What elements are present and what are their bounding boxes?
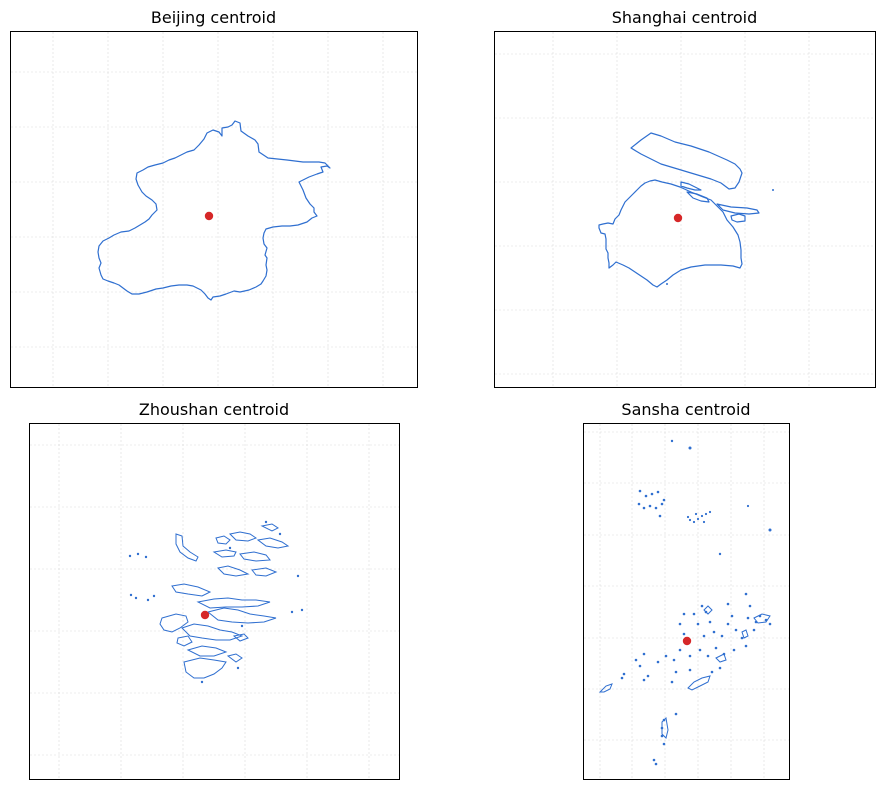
sansha-gridlines [584,424,789,779]
changxing-island-boundary [680,181,702,191]
zhoushan-gridlines [30,424,399,779]
shanghai-gridlines [495,32,875,387]
beijing-map-panel [10,31,418,388]
shanghai-map [495,32,875,387]
beijing-centroid-marker [204,211,214,221]
small-islet-boundary [730,213,746,223]
shanghai-mainland-boundary [598,179,743,288]
shanghai-centroid-marker [673,213,683,223]
beijing-boundary [97,120,331,301]
shanghai-map-panel [494,31,876,388]
sansha-panel-title: Sansha centroid [621,400,751,419]
zhoushan-map [30,424,399,779]
hengsha-island-boundary [686,191,710,203]
shanghai-panel-title: Shanghai centroid [611,8,758,27]
zhoushan-map-panel [29,423,400,780]
sansha-centroid-marker [682,636,692,646]
beijing-gridlines [11,32,417,387]
beijing-panel-title: Beijing centroid [150,8,277,27]
sansha-map [584,424,789,779]
sansha-islands [598,439,772,766]
islet-dot [666,283,668,285]
zhoushan-islands [128,520,304,684]
sansha-map-panel [583,423,790,780]
chongming-island-boundary [630,132,743,190]
islet-dot [772,189,774,191]
zhoushan-panel-title: Zhoushan centroid [138,400,290,419]
zhoushan-centroid-marker [200,610,210,620]
beijing-map [11,32,417,387]
jiuduansha-boundary [716,203,760,215]
